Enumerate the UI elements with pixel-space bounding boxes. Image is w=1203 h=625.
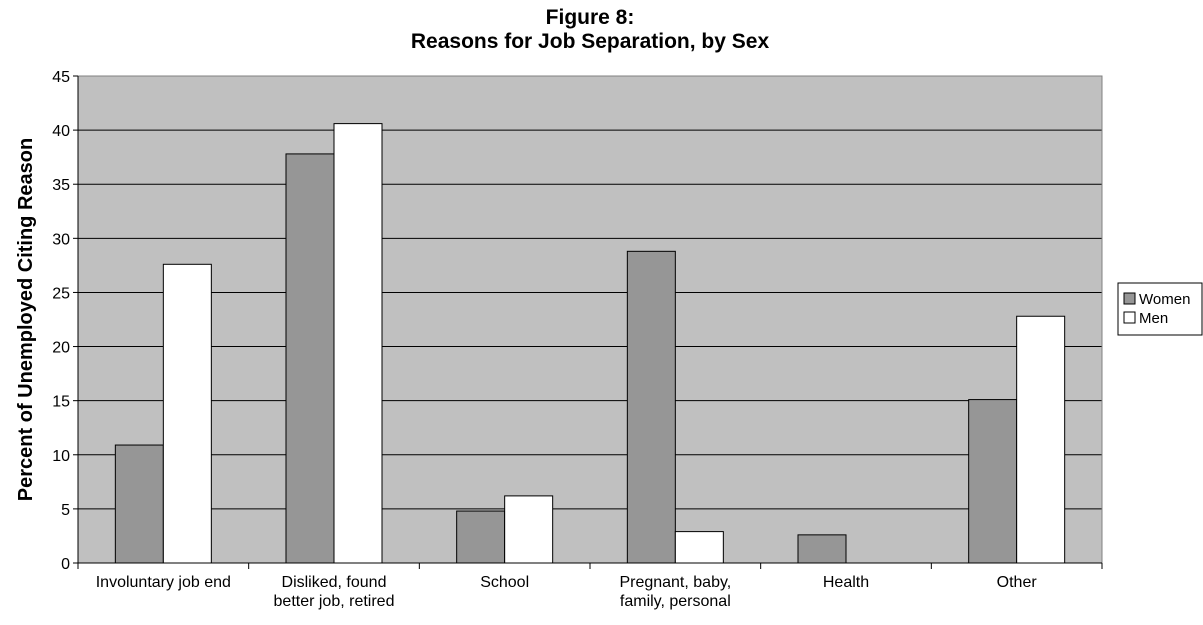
x-tick-label: Health [823,574,869,591]
bar-women [114,444,164,564]
bar-women [968,399,1018,564]
y-tick-label: 25 [52,285,70,302]
bar-men [674,531,724,564]
bar-men [162,263,212,564]
legend-box [1117,282,1203,336]
y-tick-label: 15 [52,394,70,411]
chart-title-line-1: Figure 8: [546,6,635,29]
bar-men [1016,315,1066,564]
y-tick-label: 35 [52,177,70,194]
y-tick-label: 5 [61,502,70,519]
bar-women [797,534,847,564]
chart-title-line-2: Reasons for Job Separation, by Sex [411,30,770,53]
bar-men [504,495,554,564]
y-tick-label: 20 [52,340,70,357]
y-tick-label: 0 [61,556,70,573]
bar-women [285,153,335,564]
x-tick-label: Involuntary job end [96,574,231,591]
x-tick-label: Other [997,574,1038,591]
bar-men [333,123,383,564]
legend-label-women: Women [1139,291,1190,308]
x-tick-label: better job, retired [274,593,395,610]
legend-swatch-men [1123,311,1136,324]
bar-women [626,250,676,564]
x-tick-label: Pregnant, baby, [619,574,731,591]
legend-label-men: Men [1139,310,1168,327]
y-tick-label: 10 [52,448,70,465]
y-tick-label: 40 [52,123,70,140]
y-tick-label: 45 [52,69,70,86]
x-tick-label: School [480,574,529,591]
plot-area: 0 5 10 15 20 25 30 35 40 45 Involuntary job end Dis… [52,69,1103,610]
y-tick-label: 30 [52,231,70,248]
legend-swatch-women [1123,292,1136,305]
x-tick-label: Disliked, found [282,574,387,591]
y-axis-label: Percent of Unemployed Citing Reason [15,138,37,501]
bar-women [456,510,506,564]
x-tick-label: family, personal [620,593,731,610]
legend: Women Men [1117,282,1203,336]
plot-background [78,76,1102,563]
